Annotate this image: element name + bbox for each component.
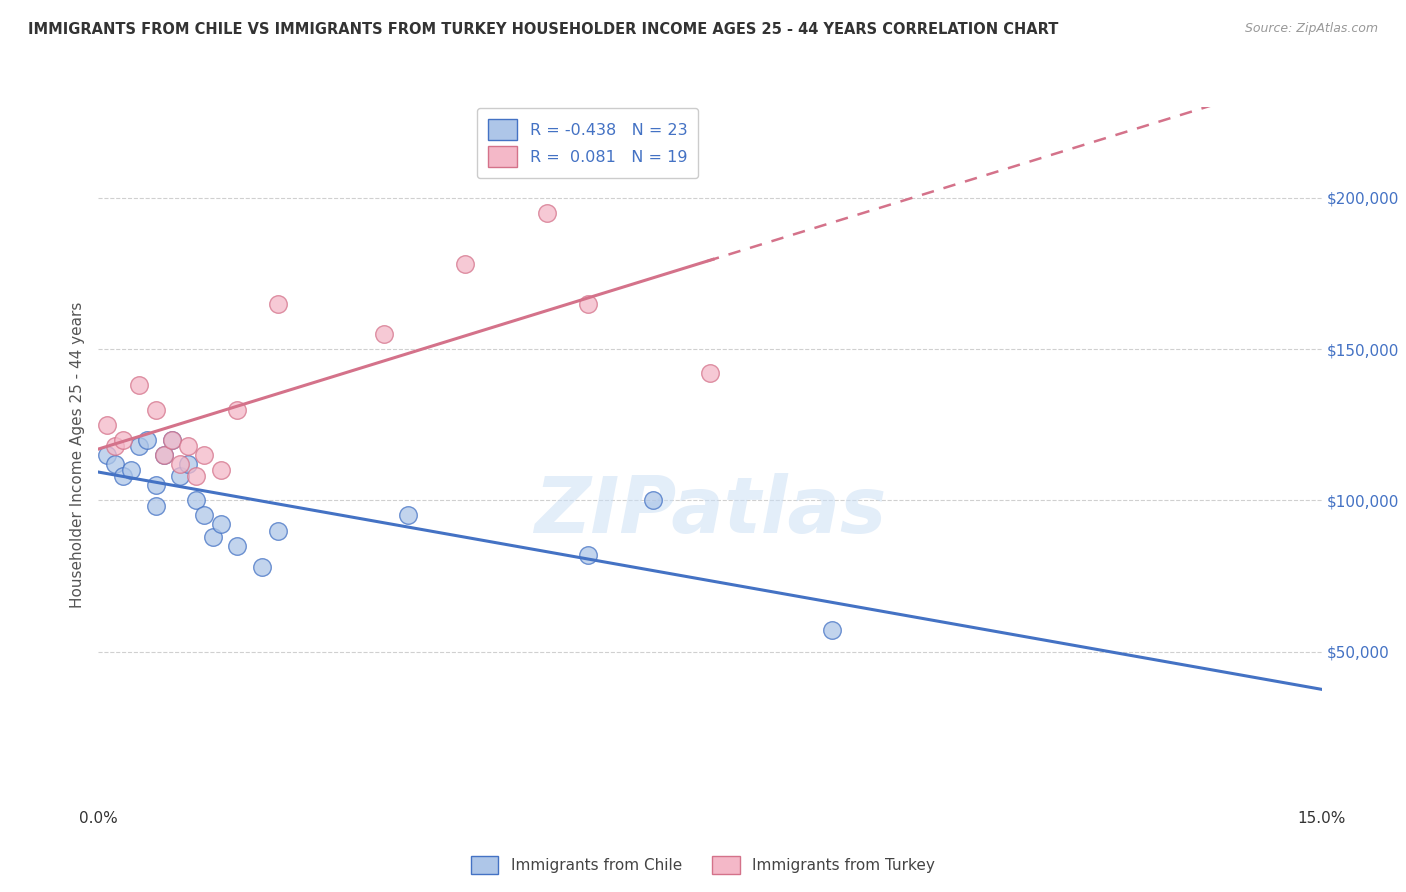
Point [576,548,599,562]
Point [152,448,174,462]
Point [186,493,208,508]
Y-axis label: Householder Income Ages 25 - 44 years: Householder Income Ages 25 - 44 years [70,301,86,608]
Point [193,448,215,462]
Text: Source: ZipAtlas.com: Source: ZipAtlas.com [1244,22,1378,36]
Point [373,326,395,341]
Legend: Immigrants from Chile, Immigrants from Turkey: Immigrants from Chile, Immigrants from T… [465,850,941,880]
Point [136,433,159,447]
Point [177,439,200,453]
Point [267,296,290,310]
Point [145,500,167,514]
Point [226,539,249,553]
Point [111,433,134,447]
Point [267,524,290,538]
Point [209,463,232,477]
Point [226,402,249,417]
Point [96,417,118,432]
Point [209,517,232,532]
Point [160,433,183,447]
Text: IMMIGRANTS FROM CHILE VS IMMIGRANTS FROM TURKEY HOUSEHOLDER INCOME AGES 25 - 44 : IMMIGRANTS FROM CHILE VS IMMIGRANTS FROM… [28,22,1059,37]
Point [201,530,224,544]
Point [699,366,721,380]
Point [536,206,558,220]
Point [821,624,844,638]
Text: ZIPatlas: ZIPatlas [534,473,886,549]
Point [160,433,183,447]
Point [104,439,127,453]
Point [152,448,174,462]
Point [96,448,118,462]
Point [169,457,191,471]
Point [193,508,215,523]
Point [576,296,599,310]
Point [186,469,208,483]
Point [145,478,167,492]
Point [641,493,664,508]
Legend: R = -0.438   N = 23, R =  0.081   N = 19: R = -0.438 N = 23, R = 0.081 N = 19 [477,108,699,178]
Point [177,457,200,471]
Point [169,469,191,483]
Point [250,559,273,574]
Point [128,439,150,453]
Point [454,257,477,271]
Point [111,469,134,483]
Point [120,463,142,477]
Point [128,378,150,392]
Point [145,402,167,417]
Point [396,508,419,523]
Point [104,457,127,471]
